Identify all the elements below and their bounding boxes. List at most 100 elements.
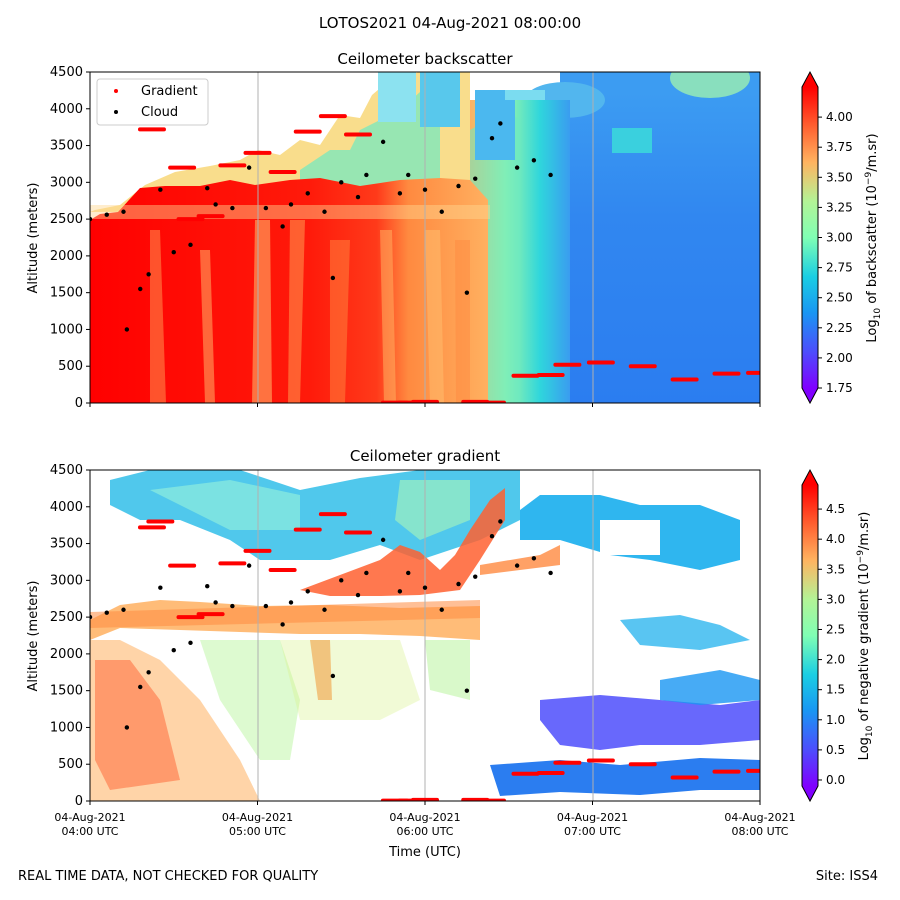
y-tick-label: 2500 [50, 610, 83, 625]
gradient-marker [293, 527, 322, 532]
gradient-colorbar: 0.0 0.5 1.0 1.5 2.0 2.5 3.0 3.5 4.0 4.5 Log10 of … [801, 468, 875, 803]
backscatter-title: Ceilometer backscatter [337, 50, 513, 68]
gradient-marker [137, 525, 166, 530]
colorbar-gradient [802, 87, 818, 388]
cloud-marker [205, 186, 210, 191]
colorbar-extend-max [802, 470, 818, 485]
cloud-marker [121, 607, 126, 612]
y-tick-label: 0 [75, 794, 83, 809]
gradient-marker [670, 377, 699, 382]
cloud-marker [456, 183, 461, 189]
cloud-marker [138, 286, 143, 292]
cloud-marker [422, 585, 428, 590]
colorbar-tick-label: 2.50 [826, 291, 853, 305]
cloud-marker [339, 578, 344, 583]
site-label: Site: ISS4 [815, 869, 878, 884]
cloud-marker [280, 224, 285, 229]
legend: Gradient Cloud [96, 78, 209, 126]
gradient-marker [746, 768, 760, 773]
gradient-marker [318, 512, 347, 517]
gradient-marker [411, 399, 439, 403]
colorbar-tick-label: 3.75 [826, 140, 853, 154]
y-tick-label: 1000 [50, 322, 83, 337]
y-tick-label: 4500 [50, 463, 83, 478]
cloud-marker [146, 272, 151, 277]
cloud-marker [124, 327, 130, 332]
cloud-marker [514, 563, 520, 568]
gradient-marker [670, 775, 699, 780]
y-tick-label: 1500 [50, 286, 83, 301]
backscatter-colorbar: 1.75 2.00 2.25 2.50 2.75 3.00 3.25 3.50 3.75 4.00… [801, 70, 883, 405]
colorbar-extend-min [802, 786, 818, 801]
gradient-colorbar-label: Log10 of negative gradient (10−9/m.sr) [856, 512, 875, 761]
gradient-marker [146, 519, 175, 524]
cloud-marker [464, 290, 470, 295]
cloud-marker [397, 191, 403, 196]
gradient-marker [268, 170, 297, 175]
gradient-marker [344, 132, 372, 137]
cloud-marker [364, 172, 369, 178]
cloud-marker [489, 534, 495, 539]
x-tick-label-time: 06:00 UTC [396, 825, 453, 838]
colorbar-tick-label: 3.0 [826, 592, 845, 606]
cloud-marker [158, 585, 163, 590]
colorbar-tick-label: 2.5 [826, 622, 845, 636]
backscatter-colorbar-label: Log10 of backscatter (10−9/m.sr) [864, 133, 883, 342]
cloud-marker [90, 216, 93, 222]
x-tick-label-date: 04-Aug-2021 [389, 811, 460, 824]
gradient-y-axis: 0 500 1000 1500 2000 2500 3000 3500 4000 4500 [50, 463, 90, 809]
cloud-marker [280, 622, 285, 627]
cloud-marker [531, 556, 537, 561]
colorbar-tick-label: 0.5 [826, 743, 845, 757]
y-tick-label: 1500 [50, 684, 83, 699]
y-tick-label: 500 [58, 359, 83, 374]
gradient-marker [553, 760, 582, 765]
cloud-marker [339, 180, 344, 185]
cloud-marker [406, 172, 411, 178]
gradient-marker [196, 612, 225, 617]
cloud-marker [498, 121, 503, 126]
cloud-marker [380, 139, 386, 145]
gradient-marker [243, 150, 272, 155]
cloud-marker [158, 187, 163, 192]
cloud-marker [548, 570, 553, 576]
y-tick-label: 4000 [50, 102, 83, 117]
colorbar-tick-label: 3.00 [826, 231, 853, 245]
cloud-marker [548, 172, 553, 178]
gradient-marker [712, 371, 741, 376]
cloud-marker [288, 600, 294, 605]
gradient-marker [586, 360, 615, 365]
backscatter-x-axis [89, 403, 761, 407]
colorbar-tick-label: 1.5 [826, 683, 845, 697]
y-tick-label: 1000 [50, 720, 83, 735]
y-tick-label: 3500 [50, 139, 83, 154]
gradient-marker [176, 217, 205, 222]
gradient-panel: Ceilometer gradient [26, 447, 875, 860]
gradient-marker [318, 114, 347, 119]
colorbar-extend-min [802, 388, 818, 403]
cloud-marker [246, 165, 252, 170]
legend-cloud-marker [114, 110, 118, 114]
colorbar-tick-label: 2.75 [826, 261, 853, 275]
gradient-marker [218, 163, 247, 168]
colorbar-tick-label: 4.0 [826, 532, 845, 546]
colorbar-gradient [802, 485, 818, 786]
backscatter-panel: Ceilometer backscatter [26, 50, 883, 411]
x-tick-label-date: 04-Aug-2021 [222, 811, 293, 824]
gradient-marker [511, 373, 540, 378]
x-tick-label-date: 04-Aug-2021 [724, 811, 795, 824]
gradient-marker [628, 364, 657, 369]
colorbar-tick-label: 2.00 [826, 351, 853, 365]
x-tick-label-date: 04-Aug-2021 [54, 811, 125, 824]
cloud-marker [213, 202, 218, 207]
backscatter-y-axis: 0 500 1000 1500 2000 2500 3000 3500 4000 4500 [50, 65, 90, 411]
cloud-marker [406, 570, 411, 576]
cloud-marker [330, 275, 336, 281]
y-tick-label: 2500 [50, 212, 83, 227]
cloud-marker [330, 673, 336, 679]
gradient-marker [712, 769, 741, 774]
gradient-marker [168, 563, 197, 568]
x-tick-label-date: 04-Aug-2021 [557, 811, 628, 824]
x-tick-label-time: 07:00 UTC [564, 825, 621, 838]
